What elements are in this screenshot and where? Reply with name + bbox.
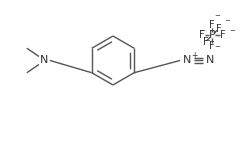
Text: −: −: [198, 28, 204, 34]
Text: −: −: [213, 44, 219, 50]
Text: F: F: [198, 30, 204, 40]
Text: P: P: [208, 30, 214, 40]
Text: −: −: [203, 38, 209, 44]
Text: N: N: [204, 55, 213, 66]
Text: F: F: [215, 23, 221, 34]
Text: −: −: [213, 13, 219, 19]
Text: F: F: [208, 41, 214, 51]
Text: F: F: [208, 20, 214, 30]
Text: −: −: [223, 18, 229, 24]
Text: F: F: [202, 37, 207, 47]
Text: F: F: [219, 30, 224, 40]
Text: +: +: [190, 51, 196, 60]
Text: N: N: [40, 55, 48, 66]
Text: −: −: [228, 28, 234, 34]
Text: N: N: [182, 55, 190, 66]
